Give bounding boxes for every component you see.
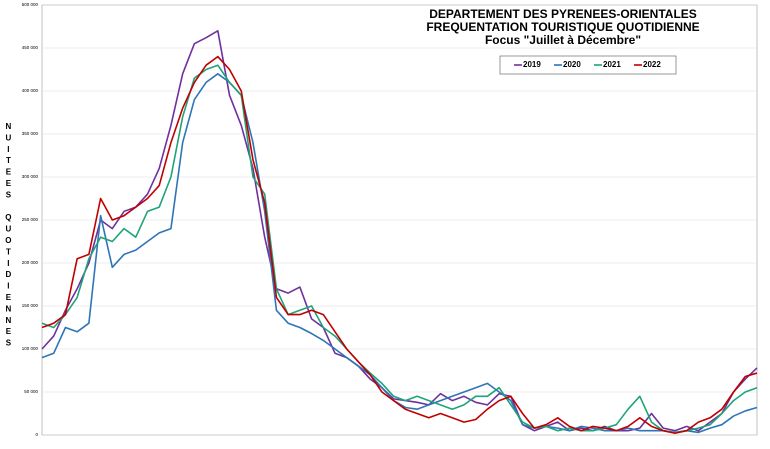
chart-title: Focus "Juillet à Décembre" <box>485 33 641 47</box>
y-tick-label: 350 000 <box>22 131 39 136</box>
y-tick-label: 200 000 <box>22 260 39 265</box>
y-tick-label: 450 000 <box>22 45 39 50</box>
y-tick-label: 50 000 <box>24 389 38 394</box>
legend-label: 2022 <box>643 60 661 69</box>
y-tick-label: 500 000 <box>22 2 39 7</box>
y-axis-label: NUITEES QUOTIDIENNES <box>4 122 13 350</box>
legend-label: 2020 <box>563 60 581 69</box>
plot: 0 50 000 100 000 150 000 200 000 250 000 300 0… <box>22 2 758 437</box>
y-tick-label: 250 000 <box>22 217 39 222</box>
series-line <box>41 64 758 434</box>
series-line <box>41 55 758 435</box>
y-tick-label: 150 000 <box>22 303 39 308</box>
y-tick-label: 400 000 <box>22 88 39 93</box>
legend-box <box>499 55 677 75</box>
legend: 2019 2020 2021 2022 <box>514 60 661 69</box>
legend-label: 2019 <box>523 60 541 69</box>
y-tick-label: 0 <box>35 432 38 437</box>
series-line <box>41 30 758 432</box>
chart-title: DEPARTEMENT DES PYRENEES-ORIENTALES <box>429 7 697 21</box>
legend-label: 2021 <box>603 60 621 69</box>
y-tick-label: 100 000 <box>22 346 39 351</box>
chart-title: FREQUENTATION TOURISTIQUE QUOTIDIENNE <box>426 20 699 34</box>
y-tick-label: 300 000 <box>22 174 39 179</box>
